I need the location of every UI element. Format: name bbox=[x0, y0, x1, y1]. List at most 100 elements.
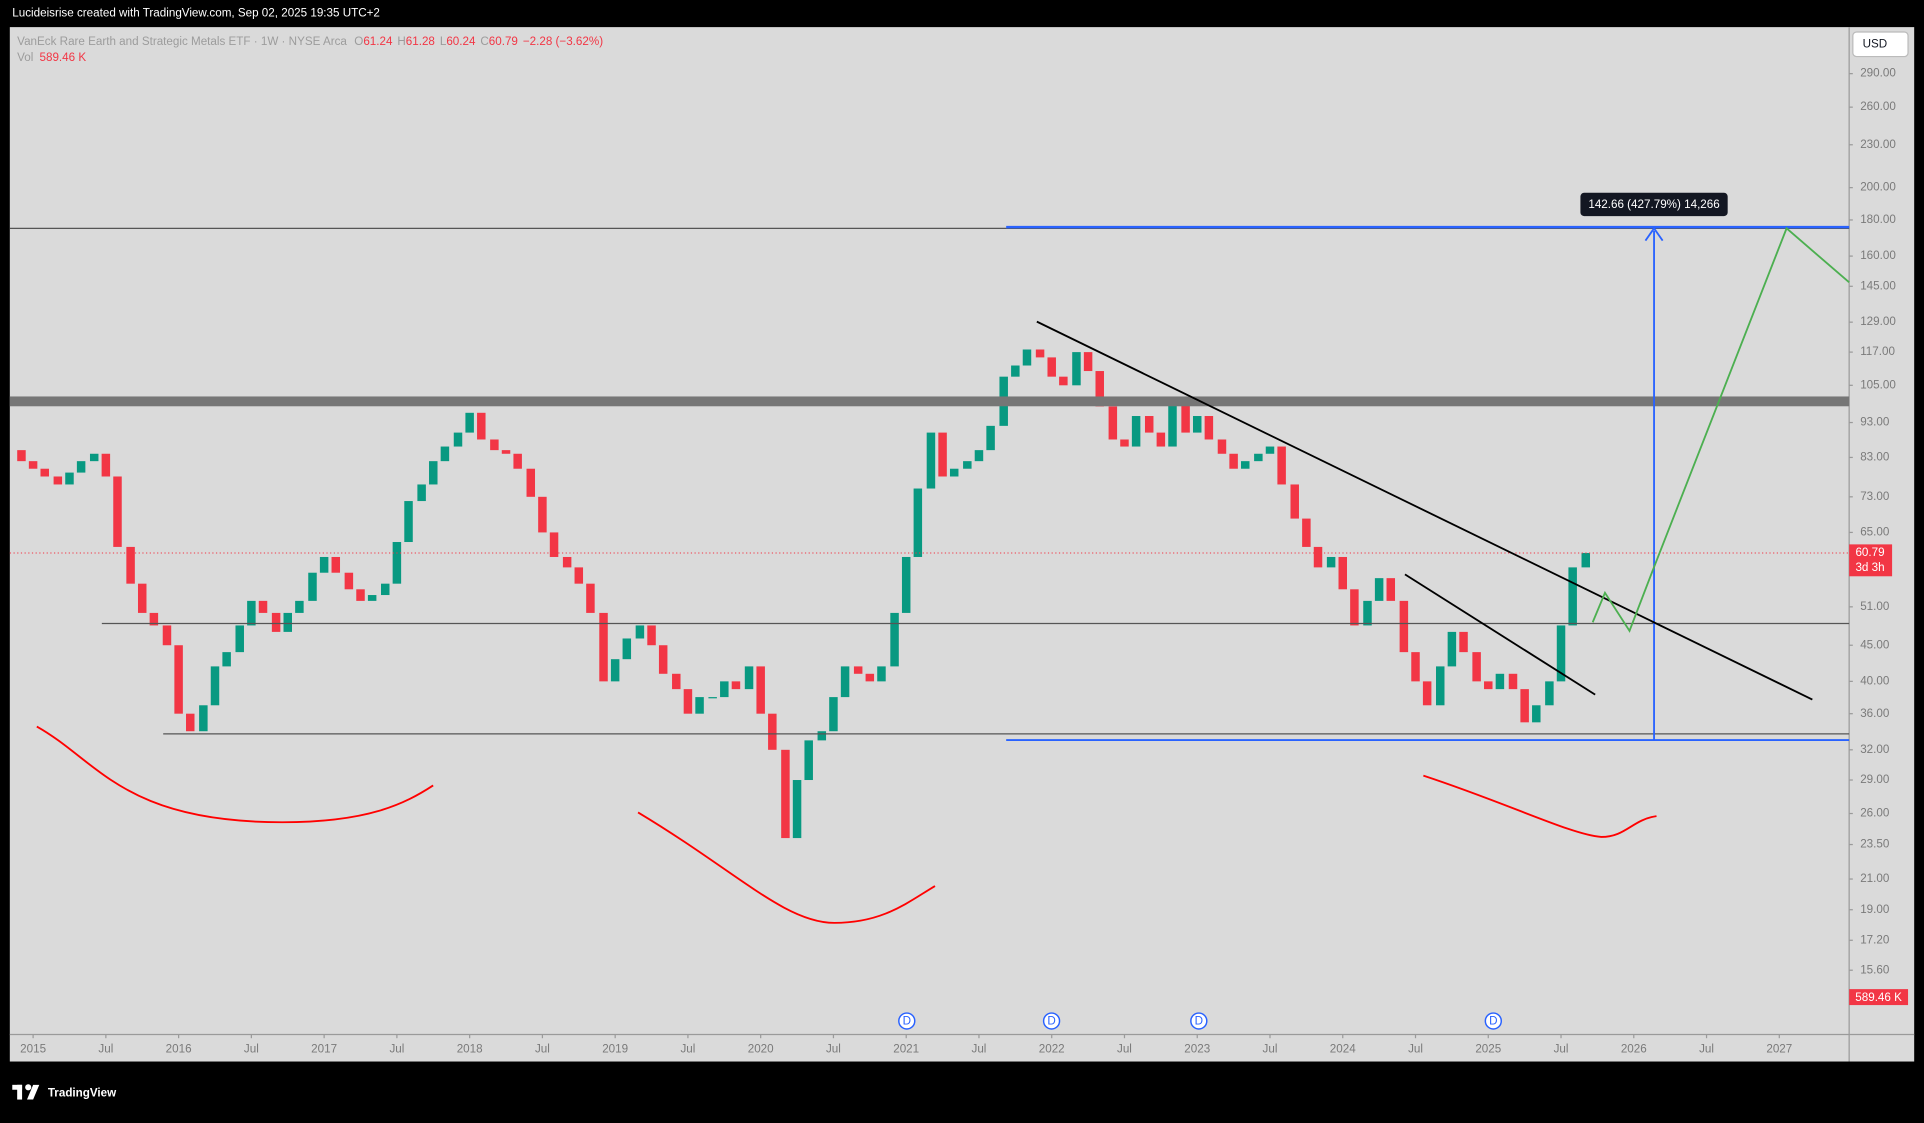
volume-badge-text: 589.46 K bbox=[1855, 991, 1902, 1004]
candle bbox=[17, 450, 26, 462]
x-tick-label: Jul bbox=[389, 1042, 404, 1055]
candle bbox=[963, 461, 972, 469]
candle bbox=[1459, 631, 1468, 653]
ohlc-label: O bbox=[354, 35, 363, 48]
candle bbox=[695, 697, 704, 714]
candle bbox=[295, 600, 304, 613]
chart-area bbox=[9, 27, 1915, 1062]
x-tick-label: Jul bbox=[244, 1042, 259, 1055]
candle bbox=[1204, 416, 1214, 440]
dividend-marker bbox=[1042, 1012, 1061, 1030]
candle bbox=[1022, 349, 1032, 366]
ohlc-value: 61.28 bbox=[406, 35, 435, 48]
y-tick-label: 129.00 bbox=[1860, 315, 1896, 328]
level-band bbox=[9, 396, 1850, 407]
ohlc-label: L bbox=[440, 35, 447, 48]
candle bbox=[683, 689, 693, 714]
candle bbox=[1508, 673, 1518, 690]
candle bbox=[877, 666, 886, 682]
currency[interactable]: USD bbox=[1863, 37, 1888, 50]
candle bbox=[1399, 600, 1409, 653]
x-tick-label: Jul bbox=[98, 1042, 113, 1055]
x-tick-label: Jul bbox=[1699, 1042, 1714, 1055]
candle bbox=[1447, 631, 1457, 667]
ohlc-label: H bbox=[397, 35, 405, 48]
y-tick-label: 260.00 bbox=[1860, 100, 1896, 113]
candle bbox=[477, 412, 486, 440]
candle bbox=[1556, 625, 1566, 682]
candle bbox=[1302, 518, 1311, 547]
candle bbox=[113, 476, 122, 547]
candle bbox=[720, 681, 729, 698]
candle bbox=[1495, 673, 1505, 690]
dividend-label: D bbox=[903, 1015, 911, 1028]
candle bbox=[283, 612, 292, 632]
candle bbox=[501, 450, 511, 454]
x-tick-label: 2021 bbox=[893, 1042, 919, 1055]
y-tick-label: 180.00 bbox=[1860, 213, 1896, 226]
y-tick-label: 93.00 bbox=[1860, 416, 1890, 429]
candle bbox=[126, 546, 135, 584]
candle bbox=[162, 625, 172, 646]
y-tick-label: 117.00 bbox=[1860, 345, 1895, 358]
y-tick-label: 290.00 bbox=[1860, 67, 1896, 80]
annotation-box bbox=[1580, 192, 1728, 217]
candle bbox=[1436, 666, 1445, 706]
candle bbox=[1156, 432, 1166, 447]
candle bbox=[574, 567, 584, 584]
price-badge-text: 60.79 bbox=[1855, 546, 1884, 559]
dividend-label: D bbox=[1195, 1015, 1203, 1028]
projection-path bbox=[1591, 226, 1850, 633]
candle bbox=[319, 556, 329, 573]
ohlc-value: 61.24 bbox=[363, 35, 393, 48]
candle bbox=[708, 697, 717, 699]
candle bbox=[101, 453, 111, 477]
candle bbox=[199, 705, 208, 732]
currency-button[interactable] bbox=[1852, 31, 1909, 58]
y-tick-label: 26.00 bbox=[1860, 807, 1890, 820]
change: −2.28 (−3.62%) bbox=[523, 35, 603, 48]
candle bbox=[1072, 352, 1081, 386]
x-tick-label: 2016 bbox=[166, 1042, 192, 1055]
candle bbox=[1108, 406, 1118, 440]
logo-part bbox=[17, 1084, 23, 1100]
candle bbox=[817, 731, 827, 741]
candle bbox=[137, 583, 147, 613]
y-tick-label: 36.00 bbox=[1860, 707, 1890, 720]
candle bbox=[1568, 567, 1577, 626]
candle bbox=[974, 450, 984, 462]
candle bbox=[599, 612, 608, 682]
candle bbox=[1059, 376, 1068, 386]
candle bbox=[210, 666, 220, 706]
candle bbox=[1532, 705, 1541, 723]
candle bbox=[1181, 400, 1190, 433]
candle bbox=[1484, 681, 1493, 690]
dividend-label: D bbox=[1047, 1015, 1055, 1028]
y-tick-label: 230.00 bbox=[1860, 138, 1896, 151]
candle bbox=[381, 583, 390, 596]
candle bbox=[1374, 578, 1384, 601]
x-tick-label: Jul bbox=[535, 1042, 550, 1055]
x-tick-label: Jul bbox=[680, 1042, 695, 1055]
trend-line bbox=[1404, 573, 1596, 696]
candle bbox=[1144, 416, 1154, 433]
candle bbox=[1047, 357, 1056, 377]
volume-legend: Vol 589.46 K bbox=[17, 51, 86, 64]
candle bbox=[549, 532, 559, 557]
candle bbox=[756, 666, 765, 714]
candle bbox=[344, 572, 354, 590]
candle bbox=[586, 583, 595, 613]
curve bbox=[36, 725, 434, 824]
y-tick-label: 65.00 bbox=[1860, 526, 1890, 539]
y-tick-label: 40.00 bbox=[1860, 674, 1890, 687]
candle bbox=[404, 501, 413, 543]
dividend-marker bbox=[898, 1012, 916, 1030]
x-tick-label: Jul bbox=[1263, 1042, 1278, 1055]
candle bbox=[429, 461, 438, 485]
candle bbox=[1168, 400, 1177, 447]
candle bbox=[1254, 453, 1263, 462]
y-tick-label: 29.00 bbox=[1860, 773, 1890, 786]
candle bbox=[440, 446, 450, 462]
x-tick-label: Jul bbox=[1554, 1042, 1569, 1055]
candle bbox=[174, 645, 183, 714]
